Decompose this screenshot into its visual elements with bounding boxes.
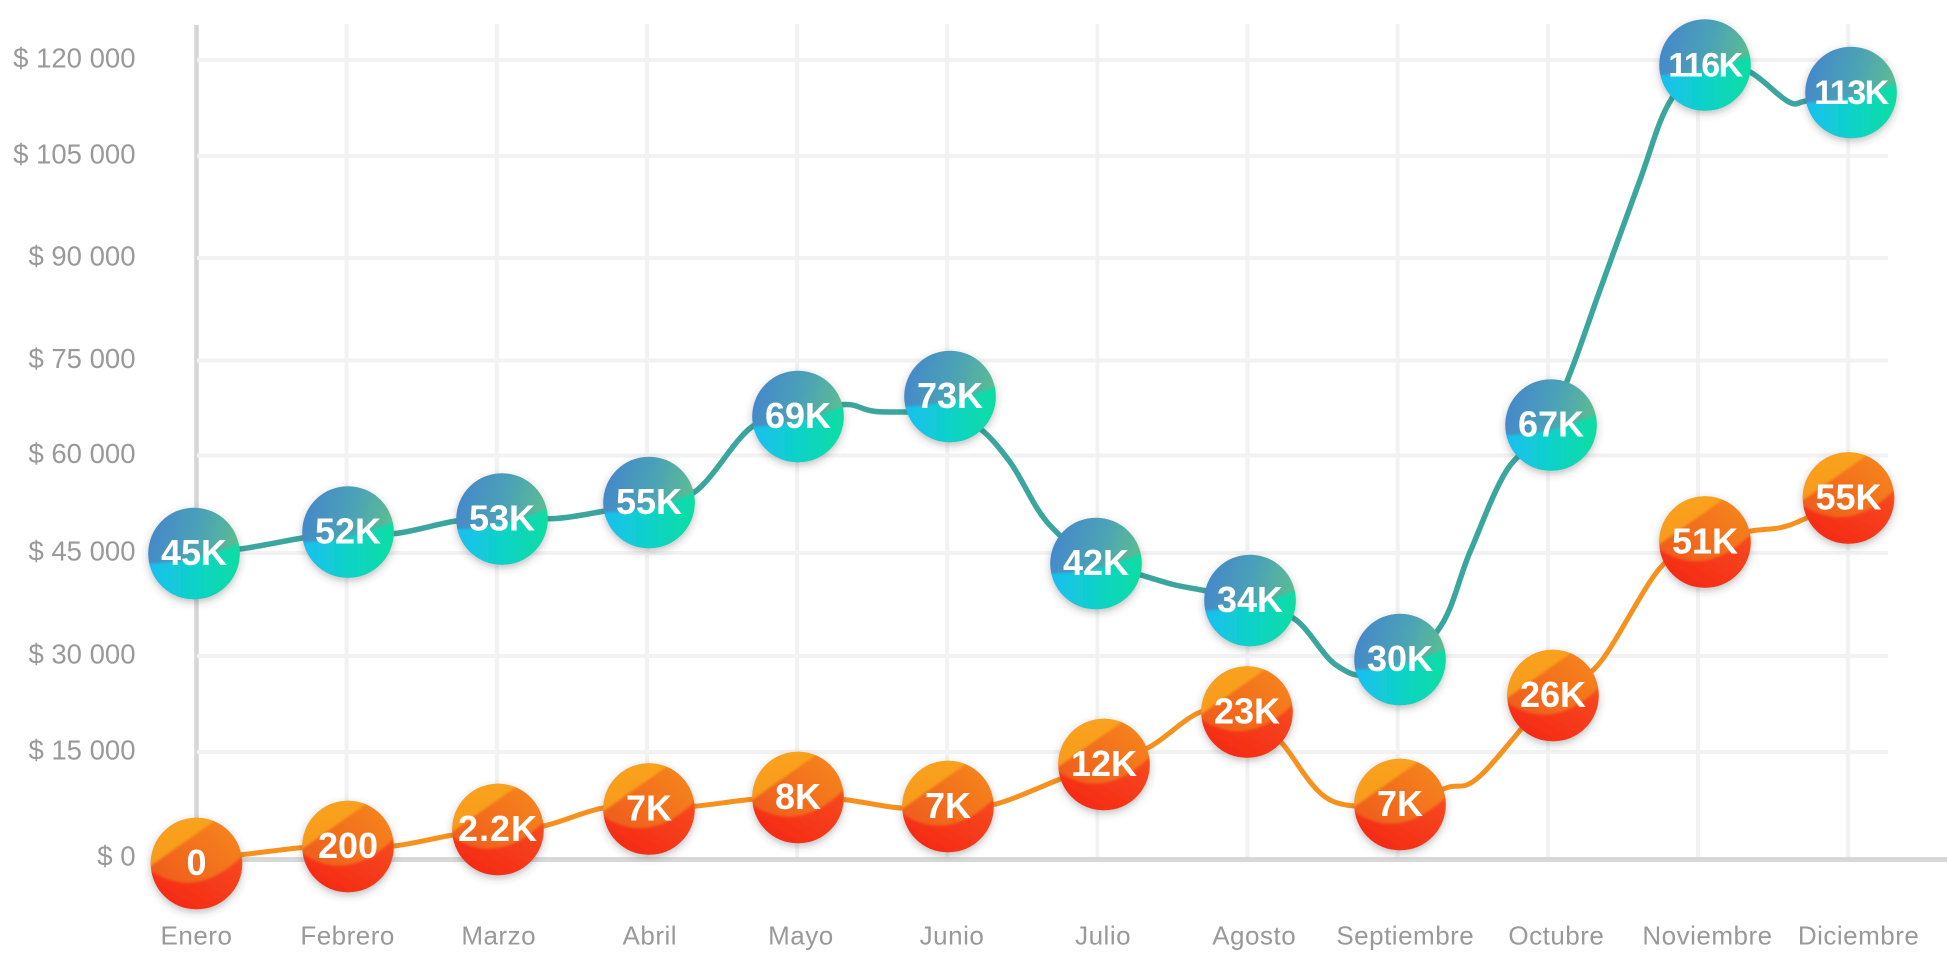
svg-text:45K: 45K [161, 532, 227, 573]
svg-text:Abril: Abril [623, 921, 678, 951]
svg-text:51K: 51K [1672, 521, 1738, 562]
svg-text:69K: 69K [765, 395, 831, 436]
svg-text:113K: 113K [1814, 74, 1889, 112]
svg-text:55K: 55K [1815, 477, 1881, 518]
svg-text:55K: 55K [616, 481, 682, 522]
svg-text:23K: 23K [1214, 691, 1280, 732]
svg-text:26K: 26K [1520, 674, 1586, 715]
svg-text:52K: 52K [315, 511, 381, 552]
svg-text:7K: 7K [1377, 783, 1423, 824]
svg-text:Septiembre: Septiembre [1336, 921, 1474, 951]
svg-text:7K: 7K [925, 785, 971, 826]
svg-text:Diciembre: Diciembre [1798, 921, 1920, 951]
svg-text:Marzo: Marzo [461, 921, 536, 951]
svg-text:$ 60 000: $ 60 000 [28, 438, 135, 469]
svg-text:2.2K: 2.2K [458, 808, 538, 849]
svg-text:30K: 30K [1367, 638, 1433, 679]
svg-text:Julio: Julio [1075, 921, 1131, 951]
svg-text:73K: 73K [917, 375, 983, 416]
svg-text:116K: 116K [1668, 47, 1743, 85]
svg-text:$ 0: $ 0 [97, 841, 135, 872]
svg-text:$ 75 000: $ 75 000 [28, 343, 135, 374]
svg-text:Mayo: Mayo [768, 921, 834, 951]
svg-text:$ 45 000: $ 45 000 [28, 536, 135, 567]
svg-text:67K: 67K [1518, 404, 1584, 445]
svg-text:34K: 34K [1217, 579, 1283, 620]
svg-text:8K: 8K [775, 776, 821, 817]
svg-text:Octubre: Octubre [1508, 921, 1604, 951]
svg-text:42K: 42K [1063, 542, 1129, 583]
svg-text:$ 30 000: $ 30 000 [28, 639, 135, 670]
svg-text:Enero: Enero [161, 921, 233, 951]
svg-text:200: 200 [318, 825, 378, 866]
svg-text:$ 15 000: $ 15 000 [28, 735, 135, 766]
svg-text:Noviembre: Noviembre [1642, 921, 1772, 951]
svg-text:$ 120 000: $ 120 000 [13, 43, 135, 74]
svg-text:0: 0 [186, 842, 206, 883]
svg-text:Agosto: Agosto [1212, 921, 1296, 951]
svg-text:Febrero: Febrero [300, 921, 395, 951]
svg-text:53K: 53K [469, 498, 535, 539]
svg-text:$ 105 000: $ 105 000 [13, 139, 135, 170]
svg-text:$ 90 000: $ 90 000 [28, 241, 135, 272]
svg-text:7K: 7K [626, 788, 672, 829]
svg-text:Junio: Junio [920, 921, 985, 951]
svg-text:12K: 12K [1071, 743, 1137, 784]
